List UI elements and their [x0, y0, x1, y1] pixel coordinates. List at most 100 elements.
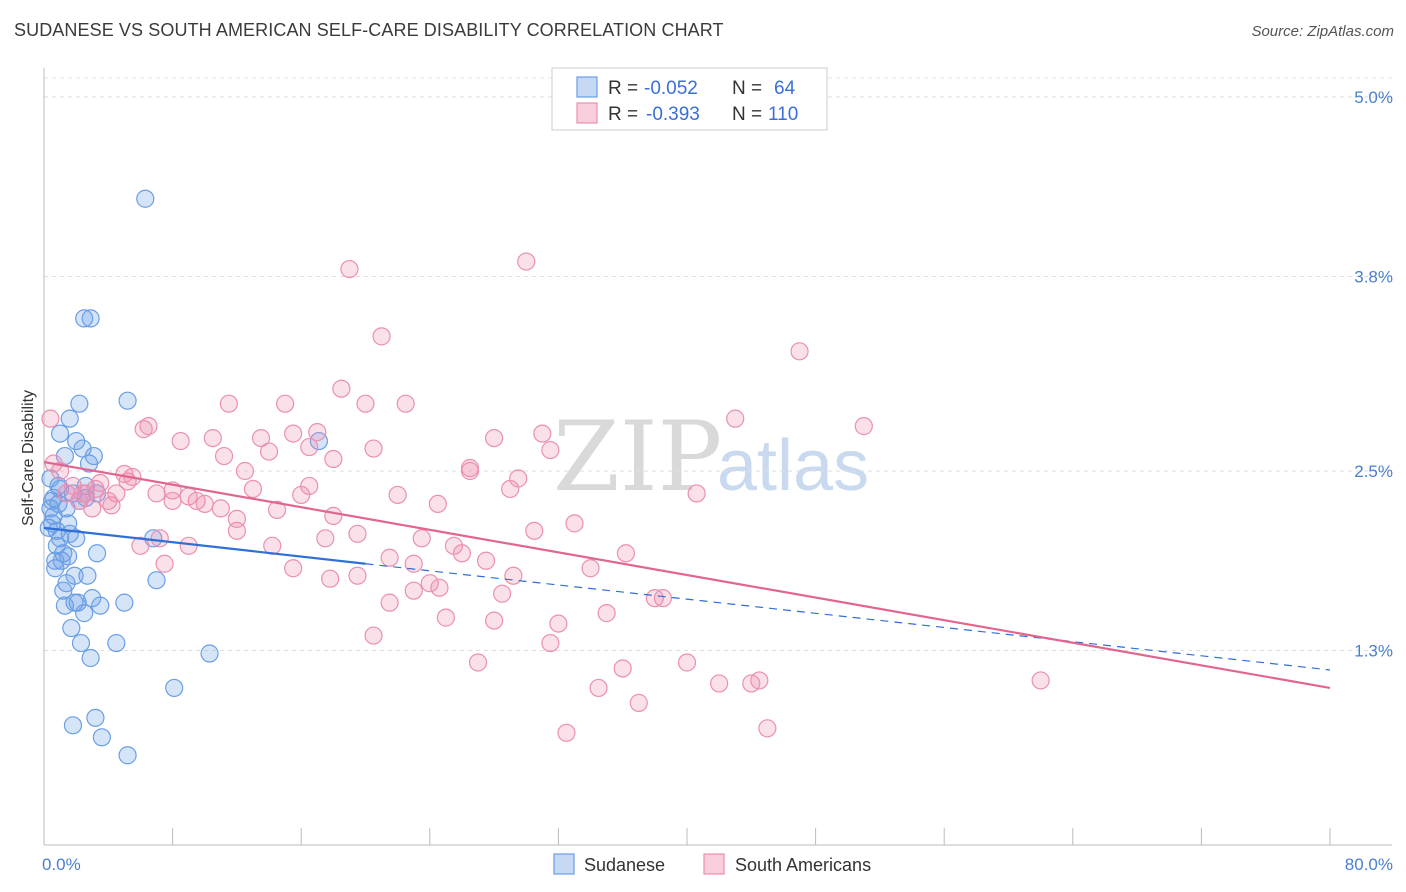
- sudanese-points: [39, 189, 328, 765]
- south-americans-point-106: [430, 578, 449, 597]
- tick-labels: 1.3% 2.5% 3.8% 5.0% 0.0% 80.0%: [42, 88, 1393, 874]
- south-americans-point-79: [758, 719, 777, 738]
- y-tick-label-1: 2.5%: [1354, 462, 1393, 481]
- south-americans-point-94: [541, 633, 560, 653]
- sudanese-point-59: [67, 529, 86, 548]
- south-americans-point-73: [653, 589, 672, 608]
- south-americans-point-109: [687, 484, 706, 503]
- south-americans-point-48: [412, 529, 431, 548]
- sudanese-point-35: [92, 728, 111, 747]
- south-americans-point-97: [86, 479, 105, 499]
- south-americans-point-84: [179, 536, 198, 555]
- sudanese-point-23: [91, 596, 110, 615]
- south-americans-point-32: [284, 424, 303, 443]
- legend-r-value-south-americans: -0.393: [646, 104, 700, 125]
- y-tick-label-2: 3.8%: [1354, 268, 1393, 287]
- south-americans-point-29: [259, 442, 279, 461]
- south-americans-point-34: [300, 437, 319, 457]
- legend: R = -0.052 N = 64 R = -0.393 N = 110: [551, 67, 828, 131]
- axes: [43, 68, 1392, 846]
- south-americans-point-22: [203, 428, 222, 448]
- sudanese-point-12: [70, 394, 89, 413]
- south-americans-point-10: [107, 484, 126, 503]
- south-americans-point-27: [243, 479, 263, 499]
- legend-r-label-south-americans: R =: [608, 104, 638, 125]
- south-americans-point-85: [227, 521, 246, 540]
- watermark: ZIP atlas: [553, 401, 869, 513]
- south-americans-point-53: [452, 544, 472, 563]
- sudanese-point-32: [200, 644, 219, 663]
- bottom-legend-swatch-south-americans: [703, 853, 725, 875]
- y-axis-title: Self-Care Disability: [20, 390, 37, 526]
- sudanese-point-31: [165, 678, 184, 698]
- south-americans-point-42: [364, 439, 383, 458]
- south-americans-point-105: [364, 626, 383, 645]
- south-americans-point-39: [340, 259, 359, 279]
- sudanese-point-25: [71, 633, 91, 653]
- south-americans-point-8: [91, 473, 110, 493]
- sudanese-point-50: [59, 547, 78, 566]
- south-americans-point-46: [396, 394, 415, 413]
- grid: [44, 77, 1392, 652]
- south-americans-point-55: [468, 653, 488, 672]
- trend-lines: [43, 460, 1331, 690]
- south-americans-point-37: [324, 449, 343, 469]
- south-americans-point-100: [134, 420, 153, 439]
- south-americans-points: [41, 252, 1050, 742]
- sudanese-point-63: [55, 596, 74, 615]
- south-americans-point-86: [284, 559, 303, 578]
- south-americans-point-56: [476, 551, 496, 570]
- legend-r-label-sudanese: R =: [608, 78, 638, 99]
- sudanese-point-19: [65, 566, 84, 585]
- south-americans-point-82: [1031, 671, 1050, 690]
- chart-title: SUDANESE VS SOUTH AMERICAN SELF-CARE DIS…: [14, 20, 724, 40]
- south-americans-point-62: [525, 521, 544, 540]
- sudanese-point-62: [46, 559, 65, 578]
- legend-n-value-south-americans: 110: [768, 104, 798, 125]
- south-americans-point-47: [404, 554, 423, 573]
- south-americans-point-69: [597, 604, 616, 623]
- legend-swatch-south-americans: [576, 102, 598, 124]
- south-americans-trend-line: [43, 460, 1331, 690]
- south-americans-point-26: [235, 461, 255, 481]
- south-americans-point-35: [308, 423, 327, 442]
- sudanese-trend-line: [43, 526, 366, 565]
- south-americans-point-102: [214, 446, 234, 466]
- bottom-legend-swatch-sudanese: [553, 853, 575, 875]
- south-americans-point-71: [629, 693, 648, 712]
- south-americans-point-95: [589, 678, 608, 698]
- south-americans-point-40: [348, 524, 367, 543]
- watermark-atlas: atlas: [717, 426, 869, 506]
- south-americans-point-78: [750, 671, 769, 690]
- south-americans-point-44: [380, 593, 399, 612]
- sudanese-point-26: [81, 648, 100, 668]
- south-americans-point-2: [50, 461, 70, 481]
- south-americans-point-104: [321, 569, 340, 588]
- south-americans-point-58: [493, 584, 512, 603]
- south-americans-point-30: [267, 500, 287, 519]
- south-americans-point-91: [404, 581, 423, 600]
- south-americans-point-101: [150, 529, 169, 548]
- south-americans-point-88: [324, 506, 343, 525]
- sudanese-point-24: [62, 618, 81, 638]
- legend-n-label-south-americans: N =: [732, 104, 762, 125]
- south-americans-point-31: [276, 394, 295, 413]
- south-americans-point-38: [332, 379, 351, 398]
- south-americans-point-7: [83, 499, 102, 518]
- sudanese-point-41: [50, 424, 70, 443]
- south-americans-point-76: [726, 409, 745, 428]
- source-label: Source: ZipAtlas.com: [1251, 23, 1394, 40]
- south-americans-point-0: [41, 409, 60, 428]
- south-americans-point-92: [460, 458, 480, 478]
- legend-r-value-sudanese: -0.052: [644, 78, 698, 99]
- south-americans-point-13: [131, 536, 150, 555]
- sudanese-point-51: [54, 581, 73, 600]
- legend-n-value-sudanese: 64: [774, 78, 796, 99]
- x-tick-label-1: 80.0%: [1345, 855, 1393, 874]
- south-americans-point-41: [356, 394, 375, 413]
- sudanese-point-37: [136, 189, 155, 208]
- sudanese-trend-extension: [365, 563, 1331, 671]
- south-americans-point-49: [420, 574, 439, 593]
- south-americans-point-93: [485, 611, 504, 630]
- south-americans-point-21: [195, 494, 214, 514]
